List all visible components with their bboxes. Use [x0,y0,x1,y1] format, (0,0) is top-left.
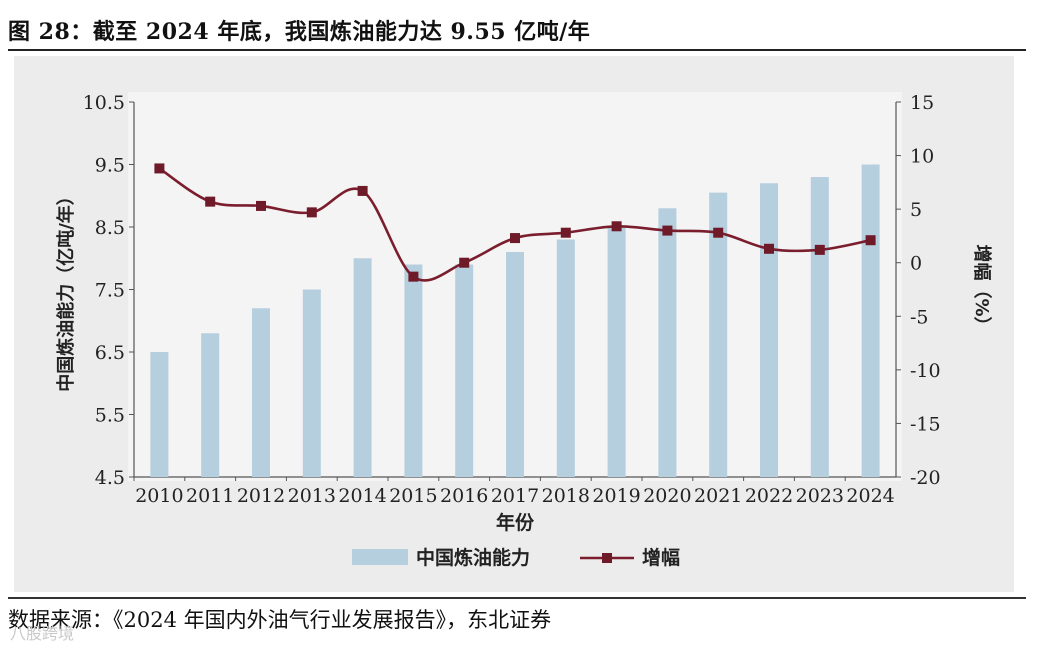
chart-photo: 4.5 5.5 6.5 7.5 8.5 9.5 10.5 -20 -15 -10 -5 0 5 10 15 2… [14,56,1014,592]
watermark-text: 八股跨境 [10,624,75,643]
figure-title: 图 28：截至 2024 年底，我国炼油能力达 9.55 亿吨/年 [8,19,591,45]
growth-marker [814,244,825,255]
x-tick-label: 2022 [745,485,793,507]
legend-bar-swatch [352,549,408,565]
x-tick-label: 2019 [592,485,640,507]
x-tick-label: 2017 [491,485,539,507]
bar-capacity [506,252,524,477]
right-axis-title: 增幅（%） [971,244,993,334]
growth-marker [713,227,724,238]
right-tick-label: 0 [910,253,922,275]
right-tick-label: -5 [910,306,929,328]
x-tick-label: 2012 [237,485,285,507]
bar-capacity [201,333,220,477]
x-tick-label: 2010 [135,485,183,507]
x-tick-label: 2011 [186,485,234,507]
bar-capacity [607,227,626,477]
growth-marker [306,207,317,218]
bar-capacity [760,183,778,477]
growth-marker [205,196,216,207]
combo-chart: 4.5 5.5 6.5 7.5 8.5 9.5 10.5 -20 -15 -10 -5 0 5 10 15 2… [55,92,993,569]
right-tick-label: 10 [910,146,934,168]
right-tick-label: 5 [910,199,922,221]
x-tick-label: 2013 [288,485,336,507]
right-tick-label: 15 [910,92,934,114]
bar-capacity [810,177,829,477]
left-tick-label: 6.5 [95,342,125,364]
x-tick-label: 2018 [542,485,590,507]
bar-capacity [658,208,677,477]
left-tick-label: 5.5 [95,405,125,427]
bar-capacity [455,264,474,477]
growth-marker [560,227,571,238]
growth-marker [611,221,622,232]
bar-capacity [302,289,321,477]
left-tick-label: 7.5 [95,280,125,302]
growth-marker [408,271,419,282]
x-tick-label: 2016 [440,485,488,507]
legend-line-label: 增幅 [642,546,680,569]
growth-marker [357,185,368,196]
growth-marker [154,163,165,174]
legend-bar-label: 中国炼油能力 [416,546,530,569]
growth-marker [662,225,673,236]
growth-marker [764,243,774,254]
source-rule [8,597,1026,599]
left-tick-label: 8.5 [95,217,125,239]
x-axis-title: 年份 [496,511,535,534]
left-tick-label: 4.5 [95,467,125,489]
right-tick-label: -10 [910,360,941,382]
x-tick-label: 2015 [389,485,437,507]
legend-line-marker [602,553,612,563]
left-tick-label: 10.5 [83,92,125,114]
x-tick-label: 2023 [796,485,844,507]
x-tick-label: 2020 [643,485,691,507]
bar-capacity [150,352,169,477]
x-tick-label: 2024 [846,485,894,507]
growth-marker [459,257,470,268]
bar-capacity [353,258,372,477]
left-tick-label: 9.5 [95,155,125,177]
bar-capacity [709,192,728,477]
bar-capacity [404,264,423,477]
growth-marker [510,233,520,244]
bar-capacity [861,164,880,477]
growth-marker [256,200,266,211]
right-tick-label: -20 [910,467,941,489]
left-axis-title: 中国炼油能力（亿吨/年） [55,187,77,392]
x-tick-label: 2021 [694,485,742,507]
bar-capacity [252,308,270,477]
title-rule [8,49,1026,51]
x-tick-label: 2014 [338,485,386,507]
growth-marker [865,235,876,246]
source-note: 数据来源：《2024 年国内外油气行业发展报告》，东北证券 [8,608,552,632]
right-tick-label: -15 [910,413,941,435]
growth-line [158,167,871,282]
bar-capacity [556,239,575,477]
